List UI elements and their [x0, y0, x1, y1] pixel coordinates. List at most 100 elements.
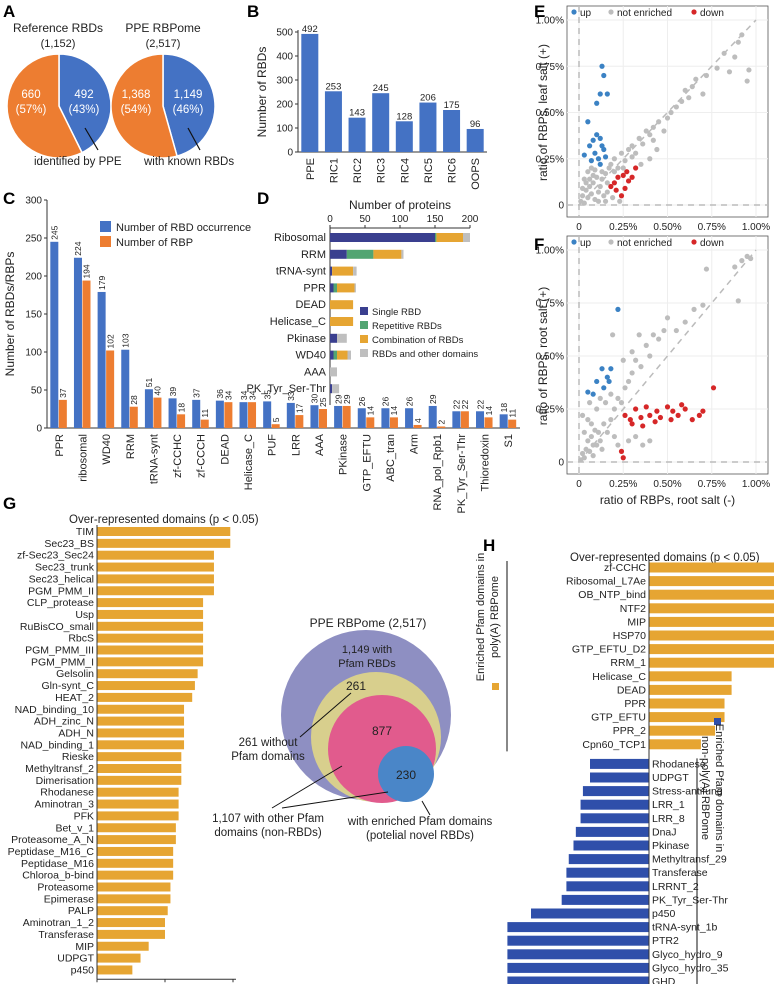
g-category-label: PGM_PMM_I — [31, 656, 94, 668]
point-not-enriched — [636, 135, 642, 141]
c-bar-rbd — [452, 411, 461, 428]
point-not-enriched — [643, 342, 649, 348]
c-bar-rbd — [215, 400, 224, 428]
h-pos-label: HSP70 — [613, 630, 646, 642]
pie-annotation-0: identified by PPE — [34, 156, 122, 168]
g-bar — [97, 740, 185, 750]
h-bar-pos — [649, 576, 774, 587]
point-down — [638, 414, 644, 421]
g-category-label: UDPGT — [57, 953, 94, 965]
h-pos-label: NTF2 — [620, 603, 646, 615]
point-not-enriched — [703, 72, 710, 79]
c-value-label: 11 — [507, 409, 517, 418]
point-not-enriched — [588, 421, 594, 427]
point-up — [585, 119, 591, 125]
d-bar-segment — [330, 300, 354, 310]
point-not-enriched — [664, 315, 671, 321]
x-tick-label: 0.50% — [653, 479, 681, 490]
h-neg-label: Methyltransf_29 — [652, 854, 727, 866]
d-legend-swatch — [360, 321, 368, 329]
c-ytick-label: 200 — [25, 272, 42, 283]
g-bar — [97, 692, 193, 702]
x-tick-label: 0 — [576, 222, 582, 233]
pie-title-0: Reference RBDs — [13, 21, 103, 35]
h-neg-label: LRR_8 — [652, 813, 685, 825]
h-neg-label: Rhodanese — [652, 758, 706, 770]
g-bar — [97, 598, 204, 608]
pie-pointer-1 — [187, 127, 201, 151]
c-value-label: 26 — [381, 397, 391, 407]
d-xtick-label: 0 — [327, 214, 333, 225]
g-category-label: NAD_binding_1 — [20, 739, 94, 751]
point-down — [710, 385, 717, 391]
g-bar — [97, 870, 174, 880]
c-bar-rbp — [484, 417, 493, 428]
c-bar-rbd — [310, 405, 319, 428]
d-legend-label: Single RBD — [372, 307, 421, 318]
point-not-enriched — [629, 349, 635, 355]
c-bar-rbd — [263, 401, 272, 428]
pie-pointer-0 — [84, 127, 99, 151]
venn-outer-label-1: 1,149 with — [342, 644, 392, 656]
c-category-label: LRR — [290, 434, 302, 456]
point-not-enriched — [595, 429, 602, 435]
g-bar — [97, 858, 174, 868]
b-category-label: RIC4 — [399, 158, 411, 183]
g-bar — [97, 787, 179, 797]
g-category-label: zf-Sec23_Sec24 — [17, 550, 94, 562]
pie-slice-1-1 — [110, 53, 178, 159]
point-not-enriched — [633, 433, 639, 440]
point-not-enriched — [615, 442, 621, 448]
c-bar-rbp — [413, 424, 422, 428]
b-ytick-label: 100 — [276, 124, 293, 135]
g-bar — [97, 728, 185, 738]
point-not-enriched — [638, 364, 644, 370]
g-bar — [97, 669, 198, 679]
h-pos-label: zf-CCHC — [604, 562, 646, 574]
point-down — [629, 174, 635, 180]
y-tick-label: 0.75% — [536, 62, 564, 73]
point-not-enriched — [590, 172, 596, 178]
h-bar-neg — [507, 922, 649, 933]
h-neg-label: p450 — [652, 908, 676, 920]
c-category-label: ABC_tran — [385, 434, 397, 482]
c-category-label: PUF — [267, 434, 279, 456]
c-value-label: 26 — [357, 397, 367, 407]
g-category-label: MIP — [75, 941, 94, 953]
venn-mid-label-2: Pfam domains — [231, 751, 305, 763]
point-not-enriched — [587, 176, 593, 182]
point-down — [627, 417, 633, 423]
b-value-label: 96 — [470, 119, 481, 130]
y-tick-label: 0.50% — [536, 108, 564, 119]
point-not-enriched — [618, 400, 625, 406]
d-bar-segment — [332, 384, 340, 394]
h-neg-label: PK_Tyr_Ser-Thr — [652, 894, 728, 906]
d-xtick-label: 50 — [359, 214, 371, 225]
panel-letter-c: C — [3, 189, 15, 208]
g-bar — [97, 527, 231, 536]
g-bar — [97, 764, 182, 773]
b-ytick-label: 400 — [276, 52, 293, 63]
b-ytick-label: 300 — [276, 76, 293, 87]
c-legend-swatch — [100, 221, 111, 232]
point-not-enriched — [592, 167, 598, 173]
point-not-enriched — [647, 132, 653, 138]
g-bar — [97, 574, 214, 584]
venn-pink-value: 877 — [372, 724, 392, 738]
diagonal — [578, 249, 757, 463]
point-down — [613, 187, 619, 193]
d-legend-swatch — [360, 335, 368, 343]
point-not-enriched — [597, 438, 603, 444]
g-category-label: Rieske — [62, 751, 94, 763]
b-value-label: 206 — [420, 93, 436, 104]
c-value-label: 33 — [286, 391, 296, 401]
c-value-label: 29 — [333, 394, 343, 404]
h-neg-label: UDPGT — [652, 772, 689, 784]
g-category-label: Peptidase_M16_C — [8, 846, 95, 858]
g-category-label: ADH_zinc_N — [34, 716, 94, 728]
point-up — [590, 137, 596, 143]
g-bar — [97, 633, 204, 643]
pie-subtitle-1: (2,517) — [146, 38, 181, 50]
point-not-enriched — [581, 455, 587, 461]
b-bar — [372, 93, 390, 152]
